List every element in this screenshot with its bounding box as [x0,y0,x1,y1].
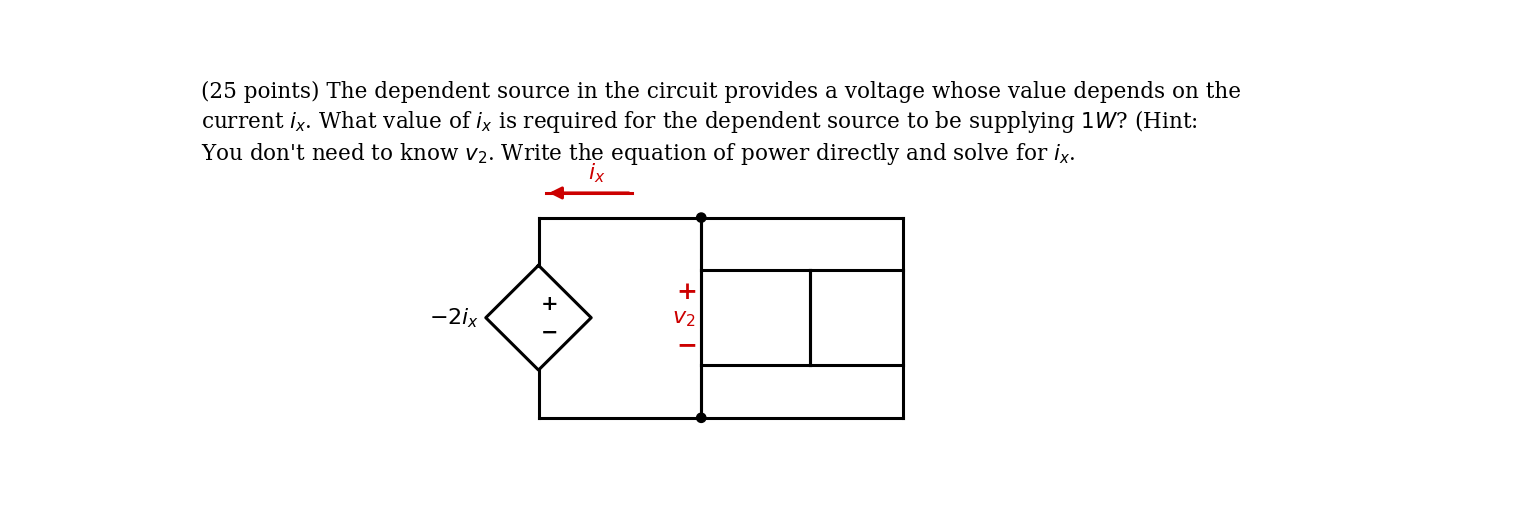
Text: −: − [677,333,698,357]
Text: +: + [677,279,698,304]
Text: +: + [540,294,559,314]
Text: current $i_x$. What value of $i_x$ is required for the dependent source to be su: current $i_x$. What value of $i_x$ is re… [200,108,1198,135]
Circle shape [697,413,706,422]
Text: $i_x$: $i_x$ [587,161,606,185]
Text: $-2i_x$: $-2i_x$ [430,306,480,330]
Text: You don't need to know $v_2$. Write the equation of power directly and solve for: You don't need to know $v_2$. Write the … [200,140,1075,166]
Circle shape [697,213,706,222]
Text: −: − [540,323,559,343]
Text: (25 points) The dependent source in the circuit provides a voltage whose value d: (25 points) The dependent source in the … [200,81,1240,103]
Text: $v_2$: $v_2$ [672,307,695,329]
